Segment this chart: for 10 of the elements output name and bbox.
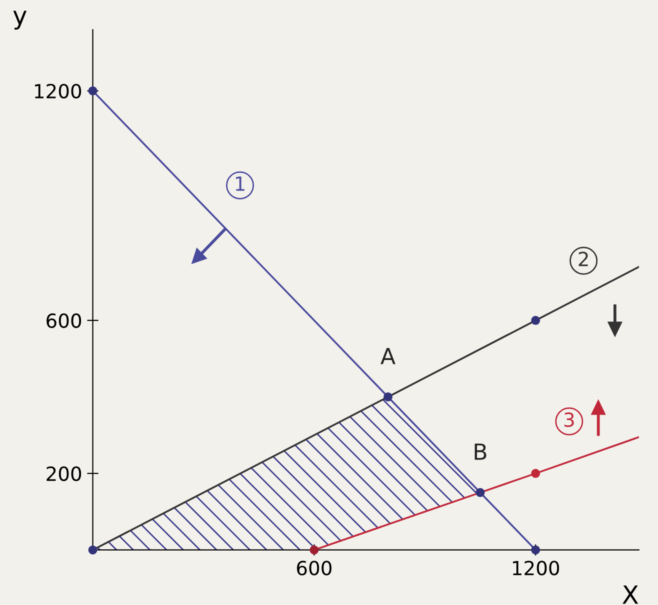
annotation: B [474,444,486,460]
y-axis-title: y [13,10,27,30]
y-tick-label: 200 [46,466,82,482]
annotation: 3 [564,412,574,428]
y-tick-label: 1200 [35,84,82,99]
y-tick-label: 600 [46,313,82,328]
x-axis-title: X [622,586,638,604]
annotation: 1 [236,176,244,191]
annotation: 2 [578,252,588,266]
annotation: A [380,348,396,364]
